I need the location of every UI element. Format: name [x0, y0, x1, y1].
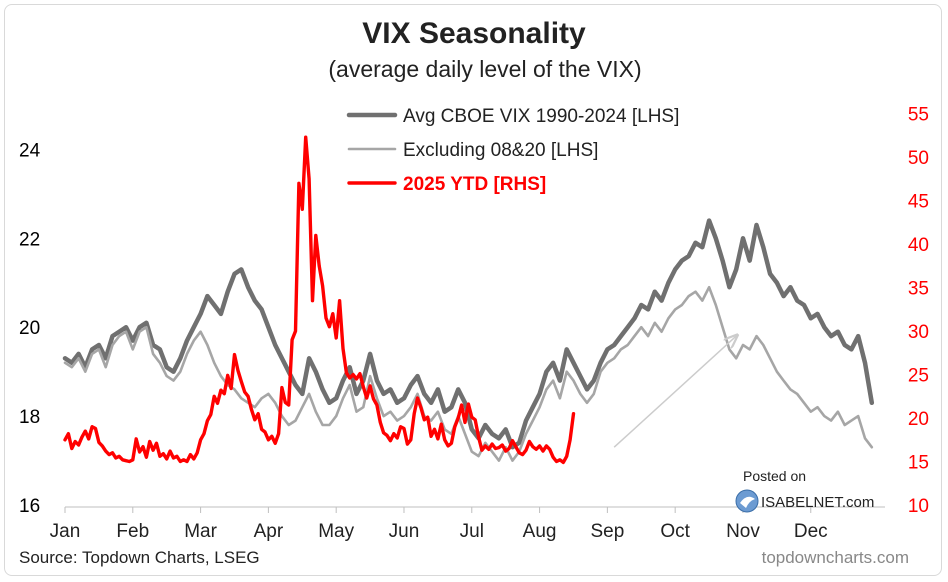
x-tick-label: Jun: [389, 521, 420, 542]
legend: Avg CBOE VIX 1990-2024 [LHS] Excluding 08…: [346, 106, 679, 195]
series-layer: [62, 135, 875, 465]
x-tick-label: Mar: [184, 521, 217, 542]
chart-subtitle: (average daily level of the VIX): [328, 56, 641, 82]
isabelnet-watermark: Posted on ISABELNET.com: [735, 468, 874, 513]
left-tick-label: 18: [19, 407, 40, 428]
legend-label-3: 2025 YTD [RHS]: [403, 174, 546, 195]
x-tick-label: Aug: [523, 521, 557, 542]
right-tick-label: 10: [908, 496, 929, 517]
series-line-2: [63, 285, 874, 462]
x-tick-label: Feb: [116, 521, 149, 542]
left-tick-label: 16: [19, 496, 40, 517]
right-tick-label: 35: [908, 279, 929, 300]
left-axis-ticks: 16 18 20 22 24: [19, 140, 41, 517]
watermark-posted-on: Posted on: [743, 468, 806, 484]
chart-credit: topdowncharts.com: [762, 548, 909, 567]
x-tick-label: Sep: [590, 521, 624, 542]
x-tick-label: Jul: [460, 521, 484, 542]
x-tick-label: May: [318, 521, 354, 542]
x-axis-ticks: Jan Feb Mar Apr May Jun Jul Aug Sep Oct Nov Dec: [50, 507, 828, 542]
right-tick-label: 50: [908, 148, 929, 169]
x-tick-label: Dec: [794, 521, 828, 542]
watermark-site: ISABELNET.com: [761, 494, 874, 511]
left-tick-label: 24: [19, 140, 41, 161]
left-tick-label: 20: [19, 318, 40, 339]
x-tick-label: Apr: [254, 521, 284, 542]
chart-source: Source: Topdown Charts, LSEG: [19, 548, 260, 567]
chart-frame: VIX Seasonality (average daily level of …: [4, 4, 942, 576]
right-tick-label: 30: [908, 322, 929, 343]
x-tick-label: Jan: [50, 521, 81, 542]
trend-arrow: [613, 336, 736, 448]
right-tick-label: 25: [908, 366, 929, 387]
series-line-3: [63, 135, 576, 465]
bird-icon: [740, 496, 755, 508]
series-line-1: [62, 218, 875, 450]
vix-seasonality-chart: VIX Seasonality (average daily level of …: [19, 17, 929, 567]
legend-label-2: Excluding 08&20 [LHS]: [403, 140, 598, 161]
right-tick-label: 45: [908, 192, 929, 213]
x-tick-label: Nov: [726, 521, 760, 542]
right-axis-ticks: 10 15 20 25 30 35 40 45 50 55: [908, 105, 929, 517]
right-tick-label: 55: [908, 105, 929, 126]
left-tick-label: 22: [19, 229, 40, 250]
chart-title: VIX Seasonality: [362, 17, 586, 50]
right-tick-label: 40: [908, 235, 929, 256]
right-tick-label: 20: [908, 409, 929, 430]
x-tick-label: Oct: [660, 521, 690, 542]
right-tick-label: 15: [908, 453, 929, 474]
legend-label-1: Avg CBOE VIX 1990-2024 [LHS]: [403, 106, 679, 127]
